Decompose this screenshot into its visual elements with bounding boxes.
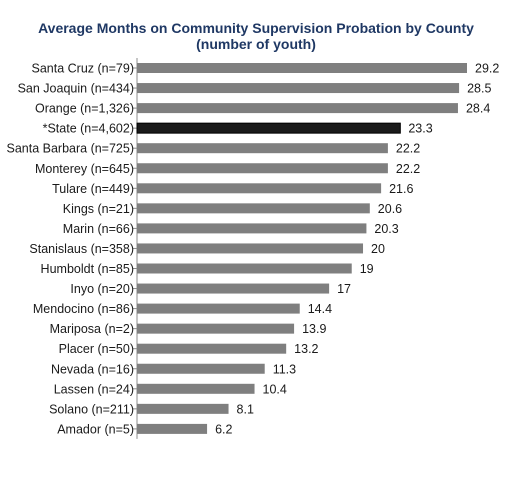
chart-subtitle: (number of youth) (196, 36, 316, 52)
category-label: Monterey (n=645) (35, 162, 134, 176)
category-label: Placer (n=50) (59, 342, 134, 356)
bar (137, 423, 208, 434)
bar (137, 83, 460, 94)
data-label: 22.2 (396, 162, 420, 176)
bar (137, 323, 295, 334)
bar (137, 183, 382, 194)
data-label: 29.2 (475, 62, 499, 76)
category-label: San Joaquin (n=434) (18, 82, 134, 96)
category-label: Kings (n=21) (63, 202, 134, 216)
bar (137, 263, 352, 274)
category-label: Stanislaus (n=358) (29, 242, 134, 256)
data-label: 13.2 (294, 342, 318, 356)
category-label: Santa Cruz (n=79) (32, 62, 134, 76)
data-label: 23.3 (408, 122, 432, 136)
category-label: Nevada (n=16) (51, 362, 134, 376)
category-label: Orange (n=1,326) (35, 102, 134, 116)
data-label: 13.9 (302, 322, 326, 336)
data-label: 20.6 (378, 202, 402, 216)
bar (137, 403, 229, 414)
bar (137, 343, 287, 354)
bar (137, 223, 367, 234)
category-label: Tulare (n=449) (52, 182, 134, 196)
chart-title-main: Average Months on Community Supervision … (38, 20, 474, 36)
data-label: 20.3 (374, 222, 398, 236)
category-label: Solano (n=211) (49, 402, 134, 416)
category-label: Humboldt (n=85) (41, 262, 134, 276)
category-label: Mariposa (n=2) (50, 322, 134, 336)
bar (137, 63, 467, 73)
data-label: 11.3 (273, 362, 296, 376)
data-label: 17 (337, 282, 351, 296)
data-label: 28.4 (466, 102, 490, 116)
bar (137, 303, 300, 314)
bar (137, 283, 330, 294)
bar (137, 203, 370, 214)
category-label: Mendocino (n=86) (33, 302, 134, 316)
data-label: 21.6 (389, 182, 413, 196)
category-label: *State (n=4,602) (43, 122, 134, 136)
bar (137, 383, 255, 394)
category-label: Lassen (n=24) (54, 382, 134, 396)
category-label: Inyo (n=20) (70, 282, 134, 296)
data-label: 19 (360, 262, 374, 276)
data-label: 14.4 (308, 302, 332, 316)
category-label: Marin (n=66) (63, 222, 134, 236)
data-label: 20 (371, 242, 385, 256)
bar (137, 103, 458, 114)
category-label: Amador (n=5) (57, 422, 134, 436)
chart-title: Average Months on Community Supervision … (0, 20, 512, 52)
bar (137, 143, 388, 154)
data-label: 6.2 (215, 422, 232, 436)
bar-highlight (136, 122, 401, 134)
data-label: 10.4 (263, 382, 287, 396)
data-label: 8.1 (237, 402, 254, 416)
bar (137, 363, 265, 374)
bar (137, 163, 388, 174)
data-label: 28.5 (467, 82, 491, 96)
category-label: Santa Barbara (n=725) (6, 142, 134, 156)
data-label: 22.2 (396, 142, 420, 156)
bar (137, 243, 364, 254)
